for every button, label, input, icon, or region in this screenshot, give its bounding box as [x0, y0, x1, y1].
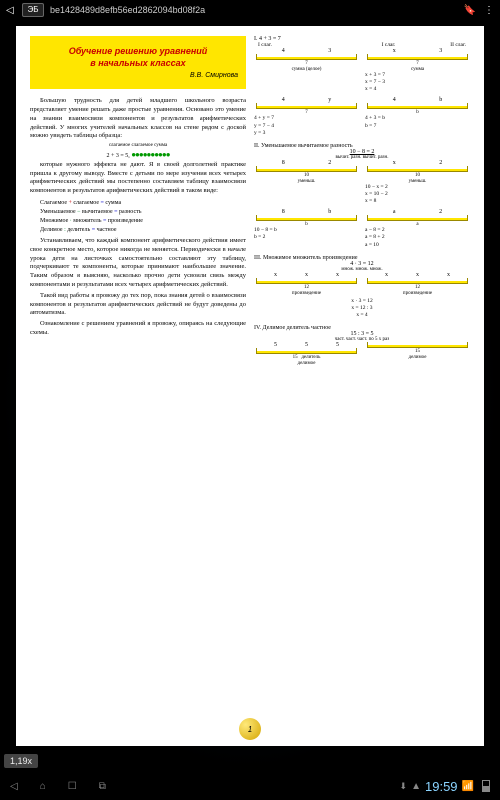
- wifi-signal-icon: 📶: [462, 781, 474, 792]
- app-logo[interactable]: ЭБ: [22, 3, 44, 17]
- back-icon[interactable]: ◁: [6, 5, 22, 16]
- android-status-bar: ◁ ЭБ be1428489d8efb56ed2862094bd08f2a 🔖 …: [0, 0, 500, 20]
- paragraph: Такой вид работы я провожу до тех пор, п…: [30, 292, 246, 318]
- equation-sample: слагаемое слагаемое сумма 2 + 3 = 5, ●●●…: [30, 143, 246, 161]
- reader-viewport[interactable]: Обучение решению уравненийв начальных кл…: [0, 20, 500, 772]
- zoom-indicator: 1,19x: [4, 754, 38, 768]
- battery-icon: [482, 780, 490, 792]
- bookmark-icon[interactable]: 🔖: [464, 5, 476, 16]
- page-number: 1: [239, 718, 261, 740]
- wifi-icon: ▲: [411, 781, 421, 792]
- nav-back-icon[interactable]: ◁: [10, 781, 18, 792]
- clock: 19:59: [425, 779, 458, 794]
- title-box: Обучение решению уравненийв начальных кл…: [30, 36, 246, 89]
- section-2: II. Уменьшаемое вычитаемое разность 10 −…: [254, 143, 470, 249]
- left-column: Обучение решению уравненийв начальных кл…: [30, 36, 246, 736]
- android-nav-bar: ◁ ⌂ ☐ ⧉ ⬇ ▲ 19:59 📶: [0, 772, 500, 800]
- paragraph: Устанавливаем, что каждый компонент ариф…: [30, 237, 246, 290]
- right-column: I. 4 + 3 = 7 I слаг.I слаг.II слаг. 43 7…: [254, 36, 470, 736]
- nav-home-icon[interactable]: ⌂: [40, 781, 46, 792]
- section-4: IV. Делимое делитель частное 15 : 3 = 5 …: [254, 325, 470, 366]
- paragraph: Ознакомление с решением уравнений я пров…: [30, 320, 246, 338]
- paragraph: Большую трудность для детей младшего шко…: [30, 97, 246, 141]
- menu-icon[interactable]: ⋮: [484, 5, 494, 16]
- nav-recent-icon[interactable]: ☐: [68, 781, 77, 792]
- notification-icon[interactable]: ⬇: [400, 781, 408, 792]
- document-page: Обучение решению уравненийв начальных кл…: [16, 26, 484, 746]
- section-3: III. Множимое множитель произведение 4 ·…: [254, 255, 470, 319]
- paragraph: которые нужного эффекта не дают. Я в сво…: [30, 161, 246, 196]
- nav-screenshot-icon[interactable]: ⧉: [99, 781, 106, 792]
- file-hash: be1428489d8efb56ed2862094bd08f2a: [50, 5, 464, 15]
- section-1: I. 4 + 3 = 7 I слаг.I слаг.II слаг. 43 7…: [254, 36, 470, 137]
